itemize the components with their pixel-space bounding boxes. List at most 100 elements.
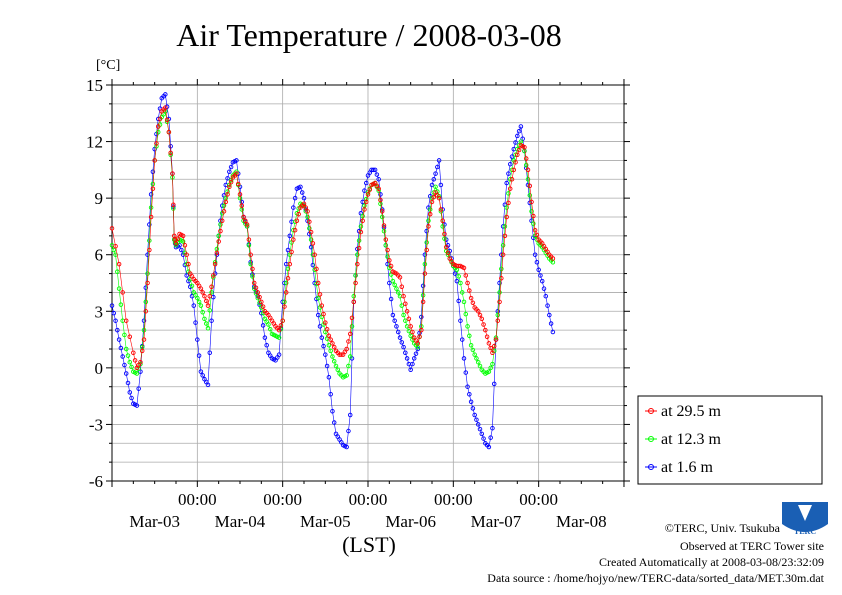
data-point bbox=[184, 273, 189, 278]
data-point bbox=[465, 324, 470, 329]
data-point bbox=[538, 273, 543, 278]
data-point bbox=[477, 363, 483, 369]
data-point bbox=[351, 299, 357, 305]
data-point bbox=[539, 278, 545, 284]
data-point bbox=[431, 177, 437, 182]
data-point bbox=[331, 420, 337, 425]
data-point bbox=[120, 354, 125, 359]
data-point bbox=[504, 205, 509, 210]
data-point bbox=[227, 184, 232, 190]
data-point bbox=[477, 426, 483, 432]
data-point bbox=[241, 214, 246, 220]
data-point bbox=[532, 252, 538, 257]
data-point bbox=[212, 261, 218, 267]
data-point bbox=[399, 284, 405, 290]
data-point bbox=[445, 250, 451, 256]
data-point bbox=[504, 214, 509, 220]
data-point bbox=[330, 408, 335, 414]
y-tick-label: 0 bbox=[95, 359, 104, 378]
data-point bbox=[475, 359, 481, 365]
data-point bbox=[250, 266, 255, 272]
data-point bbox=[321, 343, 326, 349]
data-point bbox=[171, 202, 176, 207]
data-point bbox=[116, 337, 122, 342]
data-point bbox=[499, 266, 504, 272]
data-point bbox=[109, 303, 115, 308]
data-point bbox=[410, 361, 415, 367]
data-point bbox=[347, 354, 353, 359]
data-point bbox=[486, 444, 492, 450]
x-time-label: 00:00 bbox=[349, 490, 388, 509]
data-point bbox=[497, 280, 502, 286]
data-point bbox=[363, 199, 369, 205]
data-point bbox=[253, 285, 259, 290]
data-point bbox=[415, 341, 421, 346]
data-point bbox=[225, 176, 230, 181]
data-point bbox=[310, 241, 316, 246]
data-point bbox=[315, 280, 321, 286]
data-point bbox=[422, 261, 428, 267]
data-point bbox=[315, 295, 321, 301]
data-point bbox=[529, 209, 534, 214]
data-point bbox=[251, 280, 257, 286]
data-point bbox=[491, 343, 497, 349]
series-at-12-3-m bbox=[109, 109, 556, 380]
data-point bbox=[266, 322, 271, 327]
data-point bbox=[507, 186, 513, 191]
data-point bbox=[531, 221, 536, 226]
data-point bbox=[243, 218, 248, 224]
series-layer bbox=[109, 92, 556, 450]
logo-drop-icon bbox=[798, 505, 812, 521]
data-point bbox=[442, 231, 447, 237]
data-point bbox=[180, 233, 186, 239]
data-point bbox=[326, 342, 332, 348]
data-point bbox=[314, 266, 319, 272]
data-point bbox=[525, 167, 531, 173]
data-point bbox=[120, 290, 125, 295]
data-point bbox=[129, 364, 134, 370]
footer-observed: Observed at TERC Tower site bbox=[680, 539, 824, 553]
data-point bbox=[328, 337, 333, 342]
data-point bbox=[170, 171, 175, 176]
data-point bbox=[534, 260, 540, 265]
data-point bbox=[333, 363, 339, 369]
data-point bbox=[436, 195, 442, 201]
data-point bbox=[205, 382, 211, 388]
data-point bbox=[127, 334, 133, 339]
data-point bbox=[307, 219, 312, 224]
data-point bbox=[376, 186, 381, 191]
legend-marker bbox=[648, 464, 654, 470]
data-point bbox=[175, 236, 181, 241]
data-point bbox=[292, 227, 298, 233]
data-point bbox=[548, 321, 554, 326]
data-point bbox=[323, 320, 328, 325]
data-point bbox=[118, 345, 124, 351]
data-point bbox=[200, 290, 205, 295]
data-point bbox=[228, 164, 234, 170]
data-point bbox=[420, 299, 426, 305]
x-time-label: 00:00 bbox=[178, 490, 217, 509]
data-point bbox=[189, 283, 195, 289]
data-point bbox=[513, 140, 518, 145]
data-point bbox=[390, 278, 396, 284]
data-point bbox=[385, 254, 390, 259]
data-point bbox=[383, 237, 389, 242]
data-point bbox=[305, 214, 310, 220]
data-point bbox=[109, 226, 115, 231]
data-point bbox=[196, 299, 202, 305]
data-point bbox=[248, 261, 253, 267]
data-point bbox=[179, 247, 184, 253]
legend: at 29.5 m at 12.3 m at 1.6 m bbox=[637, 395, 823, 485]
data-point bbox=[413, 351, 419, 356]
data-point bbox=[403, 301, 408, 306]
data-point bbox=[257, 294, 262, 300]
data-point bbox=[291, 237, 296, 242]
data-point bbox=[173, 241, 179, 246]
x-date-label: Mar-05 bbox=[300, 512, 351, 531]
data-point bbox=[401, 312, 406, 318]
data-point bbox=[228, 179, 234, 185]
data-point bbox=[470, 300, 476, 306]
data-point bbox=[259, 299, 264, 305]
data-point bbox=[346, 363, 351, 369]
data-point bbox=[477, 312, 483, 318]
